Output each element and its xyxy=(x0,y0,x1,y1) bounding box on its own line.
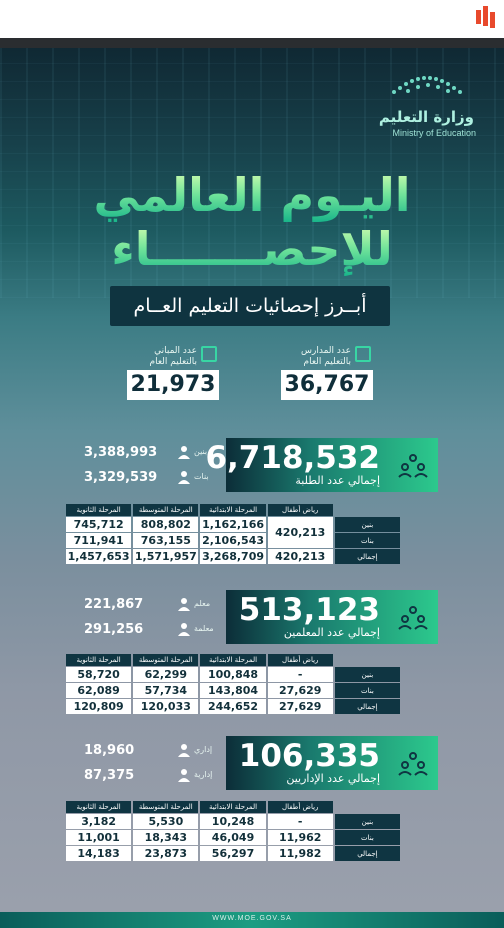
admins-total-label: إجمالي عدد الإداريين xyxy=(286,772,380,785)
admins-table: رياض أطفال المرحلة الابتدائية المرحلة ال… xyxy=(64,800,402,862)
students-table: رياض أطفال المرحلة الابتدائية المرحلة ال… xyxy=(64,503,402,565)
table-row: إجمالي 11,982 56,297 23,873 14,183 xyxy=(66,846,400,861)
admins-male-label: إداري xyxy=(194,745,213,754)
buildings-card: عدد المباني بالتعليم العام 21,973 xyxy=(127,342,219,400)
building-icon xyxy=(201,346,217,362)
teachers-female-label: معلمة xyxy=(194,624,214,633)
buildings-value: 21,973 xyxy=(127,370,219,400)
table-row: بنات 2,106,543 763,155 711,941 xyxy=(66,533,400,548)
col-header: رياض أطفال xyxy=(267,654,333,666)
students-female-row: 3,329,539 بنات xyxy=(64,468,209,490)
col-header: المرحلة الابتدائية xyxy=(200,654,266,666)
students-male-row: 3,388,993 بنين xyxy=(64,443,208,465)
footer-url[interactable]: WWW.MOE.GOV.SA xyxy=(212,915,292,922)
col-header: المرحلة الثانوية xyxy=(66,801,132,813)
school-icon xyxy=(355,346,371,362)
kg-merged-cell: 420,213 xyxy=(267,517,333,548)
people-group-icon xyxy=(398,454,428,478)
students-male-value: 3,388,993 xyxy=(84,445,158,460)
schools-label: عدد المدارس بالتعليم العام xyxy=(301,346,351,367)
female-person-icon xyxy=(178,471,190,484)
teachers-male-label: معلم xyxy=(194,599,211,608)
col-header: المرحلة المتوسطة xyxy=(133,504,199,516)
table-row: إجمالي 27,629 244,652 120,033 120,809 xyxy=(66,699,400,714)
students-total: 6,718,532 xyxy=(205,440,380,476)
table-row: إجمالي 420,213 3,268,709 1,571,957 1,457… xyxy=(66,549,400,564)
admins-female-row: 87,375 إدارية xyxy=(64,766,212,788)
teachers-male-value: 221,867 xyxy=(84,597,144,612)
teachers-total-label: إجمالي عدد المعلمين xyxy=(283,626,380,639)
female-person-icon xyxy=(178,623,190,636)
admins-total: 106,335 xyxy=(238,738,380,774)
app-top-bar xyxy=(0,0,504,38)
admins-female-label: إدارية xyxy=(194,770,213,779)
table-row: بنات 11,962 46,049 18,343 11,001 xyxy=(66,830,400,845)
teachers-total: 513,123 xyxy=(238,592,380,628)
col-header: المرحلة الابتدائية xyxy=(200,504,266,516)
students-banner: 6,718,532 إجمالي عدد الطلبة 3,388,993 بن… xyxy=(64,438,438,492)
col-header: المرحلة الثانوية xyxy=(66,654,132,666)
ministry-dots-icon xyxy=(392,76,462,94)
admins-banner: 106,335 إجمالي عدد الإداريين 18,960 إدار… xyxy=(64,736,438,790)
teachers-female-row: 291,256 معلمة xyxy=(64,620,214,642)
students-male-label: بنين xyxy=(194,447,208,456)
col-header: المرحلة المتوسطة xyxy=(133,654,199,666)
divider xyxy=(0,38,504,48)
col-header: رياض أطفال xyxy=(267,801,333,813)
schools-value: 36,767 xyxy=(281,370,373,400)
subtitle: أبــرز إحصائيات التعليم العــام xyxy=(110,286,390,326)
teachers-male-row: 221,867 معلم xyxy=(64,595,210,617)
app-logo-icon[interactable] xyxy=(476,4,498,30)
students-female-value: 3,329,539 xyxy=(84,470,158,485)
main-title-line1: اليـوم العالمي xyxy=(0,168,504,222)
table-row: بنين - 10,248 5,530 3,182 xyxy=(66,814,400,829)
col-header: رياض أطفال xyxy=(267,504,333,516)
ministry-name-en: Ministry of Education xyxy=(392,128,476,138)
col-header: المرحلة الابتدائية xyxy=(200,801,266,813)
table-row: بنين 420,213 1,162,166 808,802 745,712 xyxy=(66,517,400,548)
people-group-icon xyxy=(398,606,428,630)
male-person-icon xyxy=(178,446,190,459)
teachers-table: رياض أطفال المرحلة الابتدائية المرحلة ال… xyxy=(64,653,402,715)
ministry-logo xyxy=(378,74,474,140)
male-person-icon xyxy=(178,598,190,611)
teachers-female-value: 291,256 xyxy=(84,622,144,637)
admins-female-value: 87,375 xyxy=(84,768,135,783)
people-group-icon xyxy=(398,752,428,776)
table-row: بنات 27,629 143,804 57,734 62,089 xyxy=(66,683,400,698)
admins-male-value: 18,960 xyxy=(84,743,135,758)
ministry-name-ar: وزارة التعليم xyxy=(378,108,474,126)
col-header: المرحلة المتوسطة xyxy=(133,801,199,813)
schools-card: عدد المدارس بالتعليم العام 36,767 xyxy=(281,342,373,400)
table-row: بنين - 100,848 62,299 58,720 xyxy=(66,667,400,682)
male-person-icon xyxy=(178,744,190,757)
buildings-label: عدد المباني بالتعليم العام xyxy=(149,346,198,367)
students-total-label: إجمالي عدد الطلبة xyxy=(295,474,380,487)
admins-male-row: 18,960 إداري xyxy=(64,741,212,763)
col-header: المرحلة الثانوية xyxy=(66,504,132,516)
students-female-label: بنات xyxy=(194,472,209,481)
main-title-line2: للإحصـــــــاء xyxy=(0,222,504,276)
female-person-icon xyxy=(178,769,190,782)
teachers-banner: 513,123 إجمالي عدد المعلمين 221,867 معلم… xyxy=(64,590,438,644)
footer-bar: WWW.MOE.GOV.SA xyxy=(0,912,504,928)
